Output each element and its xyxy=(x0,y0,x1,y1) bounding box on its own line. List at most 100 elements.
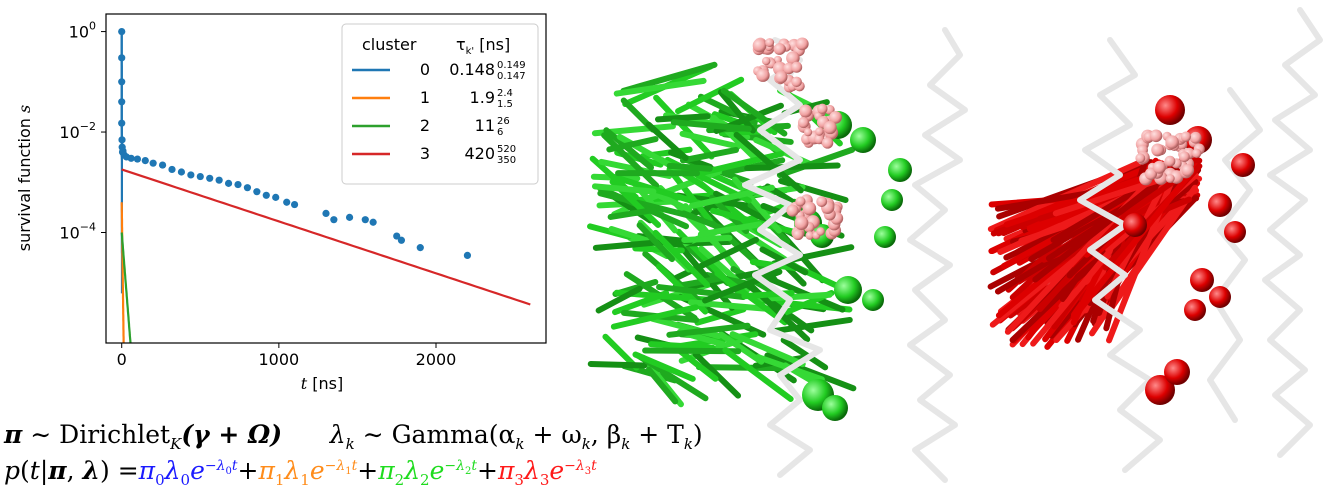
red-sphere xyxy=(1224,221,1246,243)
ligand-atom xyxy=(816,196,828,207)
green-rod xyxy=(595,285,643,314)
green-rod xyxy=(601,132,660,189)
data-point xyxy=(322,209,330,217)
y-tick-label: 10−4 xyxy=(59,220,96,242)
data-point xyxy=(127,154,135,162)
pink-ligand-cluster-red xyxy=(1135,129,1205,186)
data-point xyxy=(243,184,252,192)
equation-likelihood: p(t|π, λ) =π0λ0e−λ0t+π1λ1e−λ1t+π2λ2e−λ2t… xyxy=(4,456,597,489)
green-rod xyxy=(645,121,689,162)
green-rod xyxy=(670,119,752,132)
data-point xyxy=(177,168,186,176)
ligand-atom xyxy=(1165,135,1179,149)
survival-chart: 0 1000 2000 100 10−2 10−4 t [ns] survival fu… xyxy=(15,13,547,393)
protein-render-green xyxy=(587,27,968,483)
data-point xyxy=(345,213,354,221)
data-point xyxy=(118,54,126,62)
legend-label-1: 1 xyxy=(420,88,430,107)
plot-frame xyxy=(105,13,547,344)
ligand-atom xyxy=(794,216,809,231)
red-sphere xyxy=(1190,268,1214,292)
legend-tau-upper-0: 0.149 xyxy=(497,60,526,71)
data-point xyxy=(369,218,377,226)
green-rod xyxy=(699,150,785,176)
legend-tau-1: 1.9 xyxy=(470,88,495,107)
ligand-atom xyxy=(773,43,786,55)
green-rod xyxy=(681,234,733,243)
legend-tau-lower-3: 350 xyxy=(497,155,516,166)
red-spheres xyxy=(1123,95,1255,405)
ligand-atom xyxy=(765,38,775,48)
y-tick-label: 100 xyxy=(69,20,96,42)
green-sphere xyxy=(862,289,884,311)
legend-tau-upper-1: 2.4 xyxy=(497,88,513,99)
pink-ligand-cluster-green xyxy=(752,37,844,241)
ligand-atom xyxy=(752,38,767,53)
data-point xyxy=(416,244,424,252)
green-rod xyxy=(653,94,715,160)
green-rod xyxy=(717,89,756,134)
data-point xyxy=(290,200,299,209)
green-rod xyxy=(666,162,713,172)
red-sphere xyxy=(1145,375,1175,405)
y-axis-ticks: 100 10−2 10−4 xyxy=(59,20,106,242)
green-sphere xyxy=(881,189,903,211)
green-rod xyxy=(744,162,841,172)
data-point xyxy=(224,179,233,187)
legend-tau-lower-1: 1.5 xyxy=(497,99,513,110)
ligand-atom xyxy=(799,104,813,118)
data-point xyxy=(234,180,242,189)
ligand-atom xyxy=(802,201,817,216)
green-rod xyxy=(603,127,654,171)
green-rod xyxy=(753,136,817,169)
protein-render-red xyxy=(987,7,1323,473)
ligand-atom xyxy=(815,127,824,136)
green-rod xyxy=(666,322,751,338)
green-rod xyxy=(620,61,718,94)
ligand-atom xyxy=(786,51,800,65)
data-point xyxy=(118,78,126,86)
ligand-atom xyxy=(821,137,834,149)
green-sphere xyxy=(874,226,896,248)
data-point xyxy=(206,174,214,182)
y-tick-label: 10−2 xyxy=(59,120,96,142)
legend-tau-3: 420 xyxy=(464,144,495,163)
green-rod xyxy=(613,77,707,97)
green-rod xyxy=(754,291,833,303)
data-point xyxy=(118,98,126,106)
green-rod xyxy=(710,207,801,236)
legend-tau-upper-3: 520 xyxy=(497,144,516,155)
legend-label-0: 0 xyxy=(420,60,430,79)
data-point xyxy=(215,176,223,184)
data-point xyxy=(149,159,157,167)
data-point xyxy=(283,198,291,206)
legend-header-tau: τk' [ns] xyxy=(456,35,510,57)
data-point xyxy=(168,165,176,174)
red-rod xyxy=(1105,184,1198,315)
green-sphere xyxy=(888,158,912,182)
green-rod xyxy=(780,337,829,371)
data-point xyxy=(133,155,142,163)
ligand-atom xyxy=(756,68,770,82)
green-rod xyxy=(607,207,657,220)
ligand-atom xyxy=(814,134,825,145)
green-rod xyxy=(772,316,853,334)
green-rod xyxy=(679,146,740,164)
ligand-atom xyxy=(803,128,813,137)
ligand-atom xyxy=(1165,174,1175,184)
ligand-atom xyxy=(797,116,810,129)
legend-label-2: 2 xyxy=(420,116,430,135)
x-tick-label: 1000 xyxy=(258,350,299,369)
red-sphere xyxy=(1164,359,1190,385)
red-sphere xyxy=(1208,193,1232,217)
data-point xyxy=(187,171,195,179)
red-rod xyxy=(1032,164,1179,283)
data-point xyxy=(463,251,472,259)
x-tick-label: 0 xyxy=(117,350,127,369)
red-sphere xyxy=(1184,299,1206,321)
ligand-atom xyxy=(1151,143,1165,157)
green-rod xyxy=(752,354,810,369)
ligand-atom xyxy=(817,103,828,114)
ligand-atom xyxy=(795,196,806,207)
